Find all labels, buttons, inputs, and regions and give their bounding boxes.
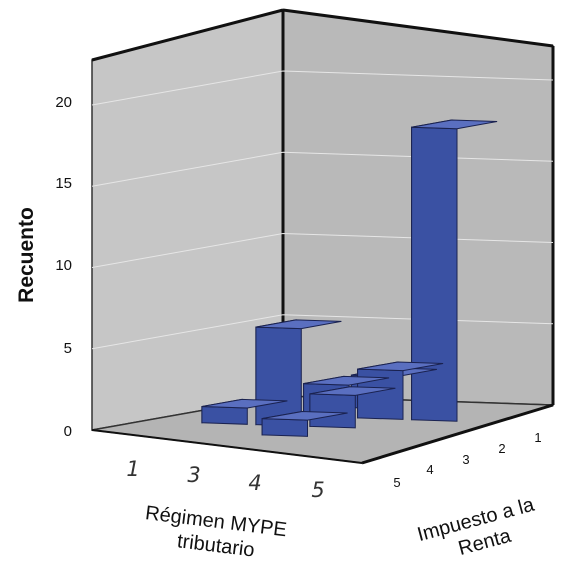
z-category-label: 2	[498, 441, 505, 456]
x-axis-label: Régimen MYPE tributario	[141, 502, 293, 566]
gridline	[91, 70, 554, 106]
x-category-label: 4	[248, 471, 261, 495]
z-category-label: 3	[462, 452, 469, 467]
floor-front-left-edge	[91, 429, 363, 464]
y-tick-label: 5	[64, 340, 72, 357]
bar	[201, 398, 288, 425]
floor-front-right-edge	[361, 403, 554, 465]
bar-front-face	[309, 393, 356, 429]
gridline	[91, 232, 554, 268]
bar	[261, 410, 348, 437]
y-tick-label: 10	[55, 257, 72, 274]
gridline	[91, 314, 554, 350]
bar-top-face	[262, 410, 348, 421]
x-category-label: 3	[187, 463, 200, 487]
y-tick-label: 20	[55, 94, 72, 111]
back-wall-left	[91, 9, 284, 431]
z-category-label: 5	[393, 475, 400, 490]
bar-top-face	[255, 319, 342, 330]
x-category-label: 1	[126, 457, 139, 481]
bar-top-face	[357, 361, 444, 372]
bar-top-face	[309, 386, 396, 396]
bar-top-face	[411, 119, 498, 130]
z-axis-label: Impuesto a la Renta	[415, 492, 548, 569]
wall-top-right	[282, 8, 554, 48]
z-category-label: 1	[534, 430, 541, 445]
bar-top-face	[303, 375, 390, 386]
x-category-label: 5	[311, 478, 324, 502]
y-tick-label: 0	[64, 423, 72, 440]
bar-front-face	[261, 418, 308, 437]
bar-front-face	[201, 405, 248, 425]
bar-front-face	[411, 126, 458, 422]
bar-front-face	[255, 326, 302, 427]
wall-top-left	[91, 8, 284, 62]
z-category-label: 4	[426, 462, 433, 477]
bar	[411, 119, 498, 422]
bar	[255, 319, 342, 427]
y-tick-label: 15	[55, 175, 72, 192]
gridline	[91, 151, 554, 187]
bar-top-face	[201, 398, 288, 409]
y-axis-label: Recuento	[15, 207, 38, 303]
